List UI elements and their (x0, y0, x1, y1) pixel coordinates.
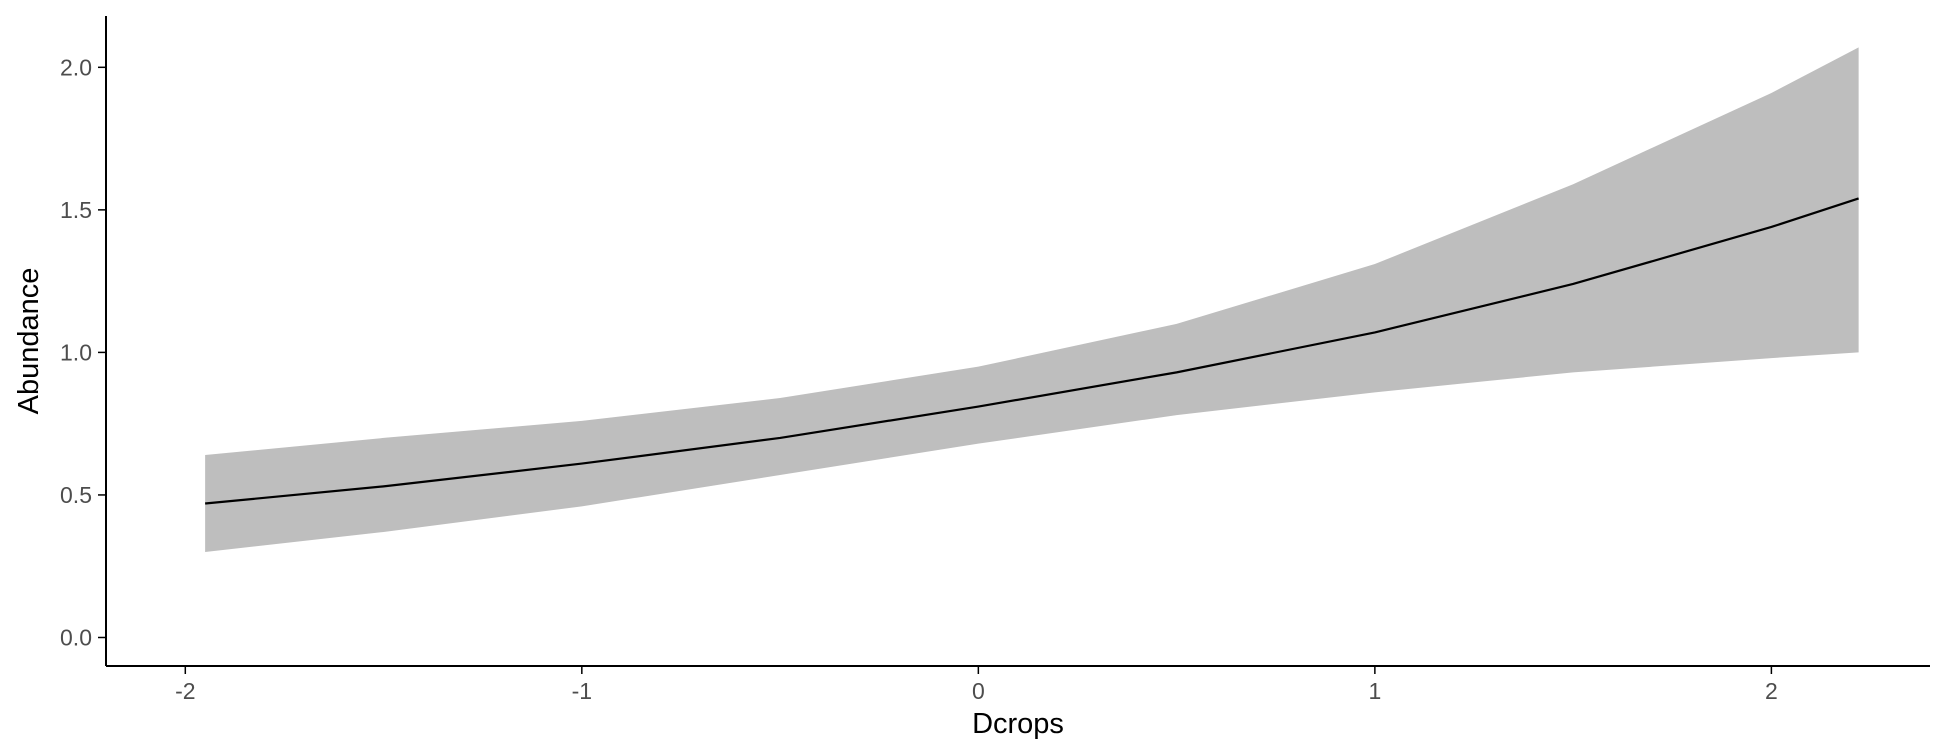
y-tick-label: 2.0 (60, 54, 92, 80)
y-axis-title: Abundance (13, 268, 45, 415)
x-tick-label: -1 (572, 678, 592, 704)
plot-area (205, 47, 1859, 552)
axes: -2 -1 0 1 2 0.0 0.5 1.0 1.5 2.0 (60, 16, 1930, 704)
x-tick-label: 2 (1765, 678, 1778, 704)
y-tick-label: 1.0 (60, 339, 92, 365)
fitted-line (205, 197, 1859, 505)
confidence-ribbon (205, 47, 1859, 552)
y-tick-label: 0.0 (60, 624, 92, 650)
x-tick-label: -2 (175, 678, 195, 704)
y-tick-label: 0.5 (60, 482, 92, 508)
x-tick-label: 0 (972, 678, 985, 704)
y-tick-label: 1.5 (60, 197, 92, 223)
x-tick-label: 1 (1368, 678, 1381, 704)
x-axis-title: Dcrops (972, 708, 1064, 740)
